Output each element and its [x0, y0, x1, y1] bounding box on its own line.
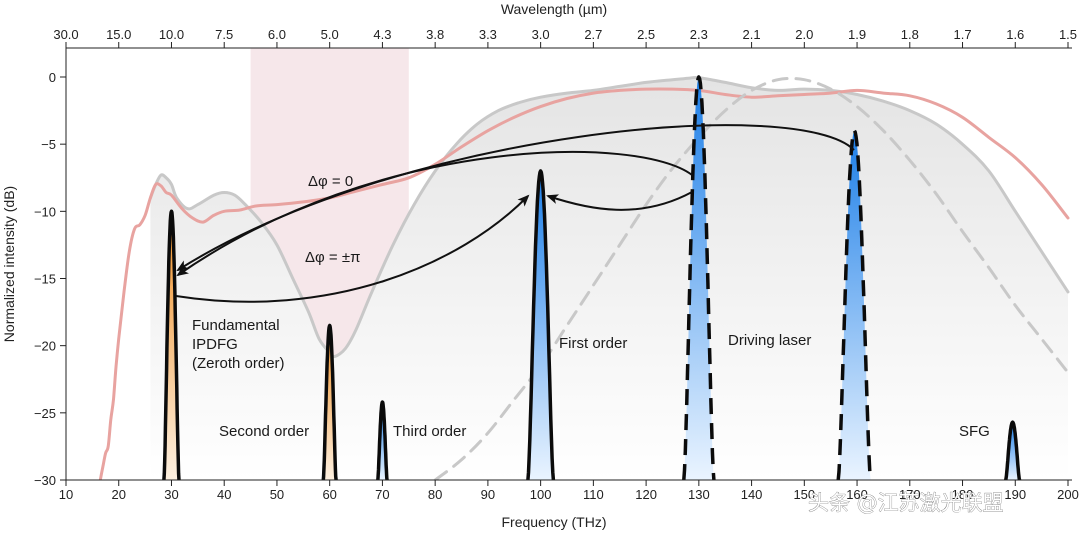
- peak-sfg: [1003, 420, 1022, 480]
- peak-outline: [162, 209, 181, 480]
- label-third-order: Third order: [393, 423, 466, 440]
- peak-second-order: [321, 323, 338, 480]
- y-tick-label: −30: [34, 473, 56, 488]
- x2-tick-label: 1.7: [953, 27, 971, 42]
- x-tick-label: 190: [1004, 487, 1026, 502]
- y-tick-label: −20: [34, 339, 56, 354]
- x2-tick-label: 6.0: [268, 27, 286, 42]
- x2-tick-label: 2.3: [690, 27, 708, 42]
- peak-fill: [163, 211, 179, 480]
- x-tick-label: 160: [846, 487, 868, 502]
- x-tick-label: 80: [428, 487, 442, 502]
- x2-tick-label: 1.8: [901, 27, 919, 42]
- series-gray-measured: [148, 75, 1070, 359]
- peak-outline: [321, 323, 338, 480]
- x2-tick-label: 3.0: [532, 27, 550, 42]
- x2-tick-label: 2.0: [795, 27, 813, 42]
- x2-tick-label: 2.1: [743, 27, 761, 42]
- label-first-order: First order: [559, 335, 627, 352]
- x2-tick-label: 7.5: [215, 27, 233, 42]
- x2-tick-label: 3.8: [426, 27, 444, 42]
- x-tick-label: 170: [899, 487, 921, 502]
- peak-first-order: [526, 169, 556, 480]
- x-tick-label: 40: [217, 487, 231, 502]
- watermark: 头条 @江苏激光联盟: [808, 491, 1004, 515]
- peak-outline: [1003, 420, 1022, 480]
- x-tick-label: 150: [793, 487, 815, 502]
- y-tick-label: 0: [49, 70, 56, 85]
- x-tick-label: 130: [688, 487, 710, 502]
- x-tick-label: 140: [741, 487, 763, 502]
- label-fundamental-2: IPDFG: [192, 336, 238, 353]
- x-tick-label: 200: [1057, 487, 1079, 502]
- label-second-order: Second order: [219, 423, 309, 440]
- x-tick-label: 110: [583, 487, 604, 502]
- x2-axis-title: Wavelength (µm): [501, 1, 607, 17]
- series-gray-fill: [150, 77, 1068, 480]
- series-pink-simulated: [98, 87, 1070, 480]
- x-tick-label: 70: [375, 487, 389, 502]
- peak-third-order: [376, 400, 389, 480]
- x2-tick-label: 3.3: [479, 27, 497, 42]
- x2-tick-label: 2.5: [637, 27, 655, 42]
- label-driving-laser: Driving laser: [728, 332, 811, 349]
- y-tick-label: −5: [41, 137, 56, 152]
- y-tick-label: −25: [34, 406, 56, 421]
- x-tick-label: 120: [635, 487, 657, 502]
- x-axis-title: Frequency (THz): [501, 514, 606, 530]
- label-phase-zero: Δφ = 0: [308, 173, 353, 190]
- x2-tick-label: 10.0: [159, 27, 184, 42]
- x-tick-label: 60: [322, 487, 336, 502]
- peak-fill: [683, 77, 714, 480]
- peak-fill: [838, 130, 871, 480]
- peak-driving-laser-2: [836, 128, 873, 480]
- arrow-to-first-order-from-fundamental: [175, 194, 530, 303]
- x2-tick-label: 1.5: [1059, 27, 1077, 42]
- x2-tick-label: 15.0: [106, 27, 131, 42]
- x-tick-label: 20: [112, 487, 126, 502]
- peak-outline: [526, 169, 556, 480]
- x2-tick-label: 2.7: [584, 27, 602, 42]
- label-sfg: SFG: [959, 423, 990, 440]
- x-tick-label: 30: [164, 487, 178, 502]
- x2-tick-label: 1.9: [848, 27, 866, 42]
- label-fundamental-1: Fundamental: [192, 317, 280, 334]
- peak-driving-laser-1: [682, 75, 716, 480]
- peak-outline: [376, 400, 389, 480]
- peak-outline: [682, 75, 716, 480]
- arrow-to-first-order-from-laser: [546, 191, 693, 211]
- peak-outline: [836, 128, 873, 480]
- x2-tick-label: 5.0: [321, 27, 339, 42]
- peak-fill: [527, 171, 554, 480]
- plot-frame: [65, 47, 1072, 481]
- x-tick-label: 10: [59, 487, 73, 502]
- y-tick-label: −15: [34, 272, 56, 287]
- arrows: [175, 124, 855, 303]
- x2-tick-label: 30.0: [53, 27, 78, 42]
- label-fundamental-3: (Zeroth order): [192, 355, 285, 372]
- arrow-phase-pi: [176, 151, 693, 277]
- x2-tick-label: 1.6: [1006, 27, 1024, 42]
- series-dashed-laser: [433, 76, 1070, 480]
- y-axis-title: Normalized intensity (dB): [1, 186, 17, 342]
- x-tick-label: 50: [270, 487, 284, 502]
- label-phase-pi: Δφ = ±π: [305, 249, 360, 266]
- peak-fill: [1005, 422, 1020, 480]
- peak-fundamental-ipdfg: [162, 209, 181, 480]
- x-tick-label: 180: [952, 487, 974, 502]
- x-tick-label: 90: [481, 487, 495, 502]
- y-tick-label: −10: [34, 204, 56, 219]
- x2-tick-label: 4.3: [373, 27, 391, 42]
- x-tick-label: 100: [530, 487, 552, 502]
